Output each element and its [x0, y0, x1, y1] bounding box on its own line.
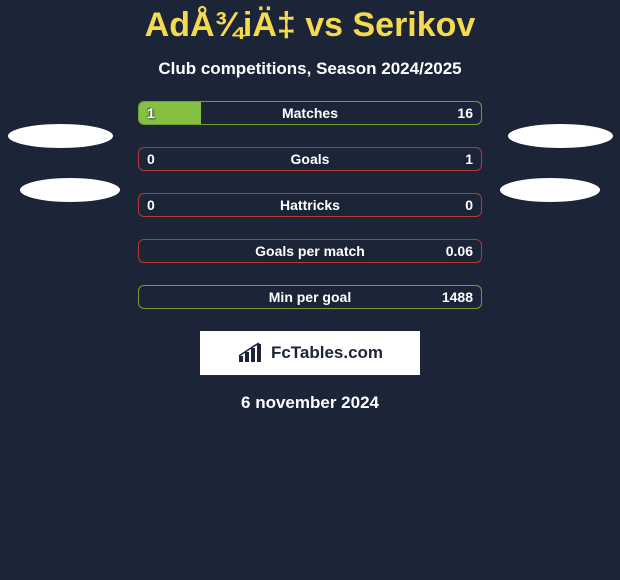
stat-value-right: 1488	[442, 286, 473, 308]
branding-text: FcTables.com	[271, 343, 383, 363]
stat-bar-matches: 1Matches16	[138, 101, 482, 125]
player-shape-2	[508, 124, 613, 148]
bar-fill-left	[139, 102, 201, 124]
stat-value-right: 0.06	[446, 240, 473, 262]
stat-label: Hattricks	[139, 194, 481, 216]
player-shape-0	[8, 124, 113, 148]
date-text: 6 november 2024	[0, 393, 620, 413]
stat-value-right: 0	[465, 194, 473, 216]
comparison-widget: { "colors":{ "page_bg":"#1b2537", "title…	[0, 0, 620, 413]
stat-value-left: 0	[147, 148, 155, 170]
stat-value-right: 1	[465, 148, 473, 170]
player-shape-3	[500, 178, 600, 202]
stat-bar-goals-per-match: Goals per match0.06	[138, 239, 482, 263]
bars-icon	[237, 342, 265, 364]
stat-bar-hattricks: 0Hattricks0	[138, 193, 482, 217]
stat-value-right: 16	[457, 102, 473, 124]
player-shape-1	[20, 178, 120, 202]
stat-bar-goals: 0Goals1	[138, 147, 482, 171]
stat-value-left: 0	[147, 194, 155, 216]
comparison-bars: 1Matches160Goals10Hattricks0Goals per ma…	[138, 101, 482, 309]
stat-label: Min per goal	[139, 286, 481, 308]
stat-label: Goals	[139, 148, 481, 170]
page-title: AdÅ¾iÄ‡ vs Serikov	[0, 0, 620, 45]
subtitle: Club competitions, Season 2024/2025	[0, 59, 620, 79]
stat-label: Goals per match	[139, 240, 481, 262]
stat-bar-min-per-goal: Min per goal1488	[138, 285, 482, 309]
branding-badge[interactable]: FcTables.com	[200, 331, 420, 375]
